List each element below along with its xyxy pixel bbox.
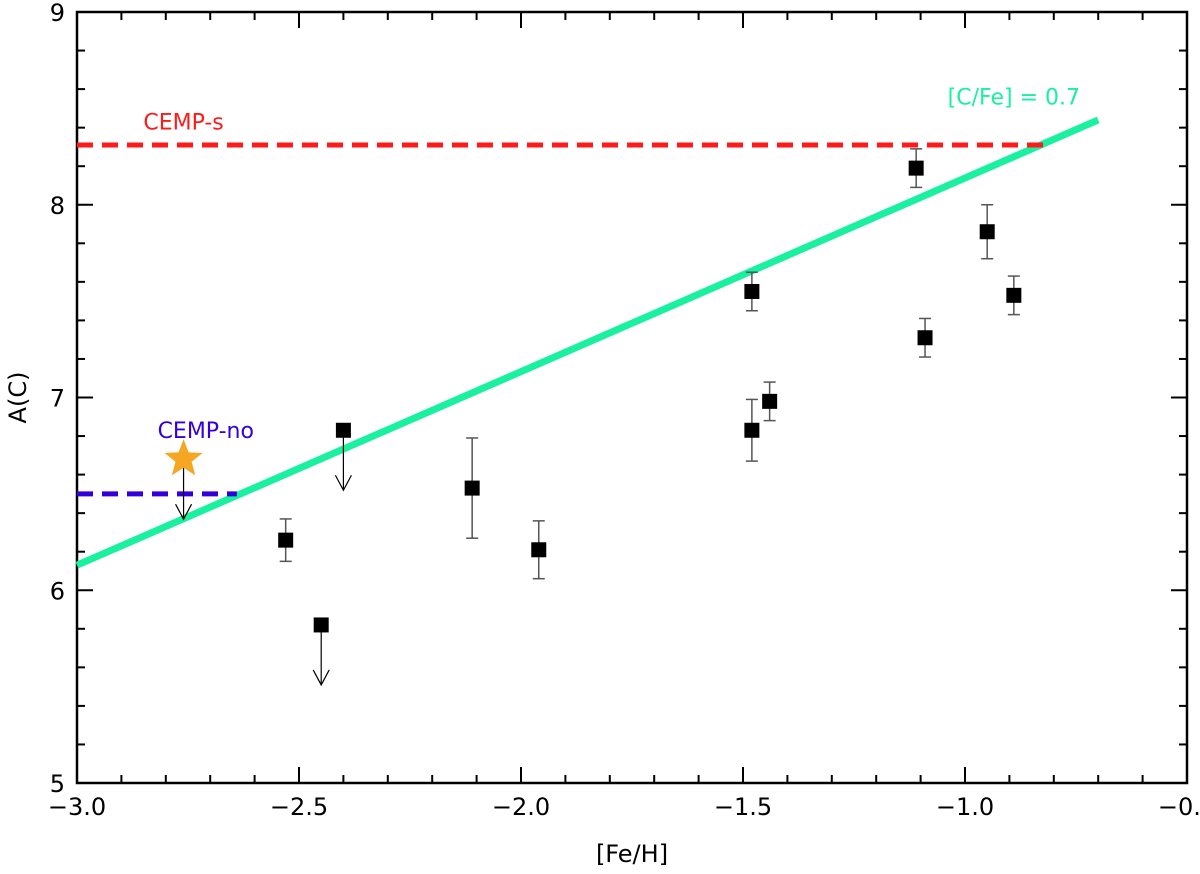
y-tick-label: 5 [50, 770, 65, 798]
data-point [762, 393, 778, 409]
axes: −3.0 −2.5 −2.0 −1.5 −1.0 −0.5 5 6 7 8 9 [48, 0, 1200, 821]
data-points [164, 148, 1022, 687]
data-point [744, 283, 760, 299]
data-point [917, 330, 933, 346]
upper-limit-arrowhead [312, 669, 330, 687]
x-tick-label: −2.5 [270, 793, 328, 821]
x-tick-label: −3.0 [48, 793, 106, 821]
y-tick-label: 7 [50, 385, 65, 413]
y-tick-label: 6 [50, 577, 65, 605]
reference-lines [75, 116, 1100, 569]
data-point [464, 480, 480, 496]
data-point [908, 160, 924, 176]
data-point [1006, 287, 1022, 303]
data-point [744, 422, 760, 438]
y-tick-label: 9 [50, 0, 65, 27]
data-point [335, 422, 351, 438]
y-tick-label: 8 [50, 192, 65, 220]
annotation-label: [C/Fe] = 0.7 [948, 86, 1080, 111]
data-point [313, 617, 329, 633]
reference-line-c-fe-0-7 [75, 116, 1100, 569]
annotations: CEMP-s CEMP-no [C/Fe] = 0.7 [143, 86, 1080, 444]
upper-limit-arrowhead [334, 474, 352, 492]
data-point [979, 224, 995, 240]
x-tick-label: −1.5 [714, 793, 772, 821]
x-tick-label: −0.5 [1158, 793, 1200, 821]
annotation-label: CEMP-no [158, 419, 254, 444]
annotation-label: CEMP-s [143, 111, 223, 136]
star-data-point [164, 439, 203, 476]
upper-limit-arrowhead [175, 503, 193, 521]
x-tick-label: −2.0 [492, 793, 550, 821]
data-point [278, 532, 294, 548]
plot-frame [75, 10, 1189, 785]
y-axis-label: A(C) [4, 372, 32, 424]
x-tick-label: −1.0 [936, 793, 994, 821]
x-axis-label: [Fe/H] [596, 840, 668, 868]
data-point [531, 542, 547, 558]
